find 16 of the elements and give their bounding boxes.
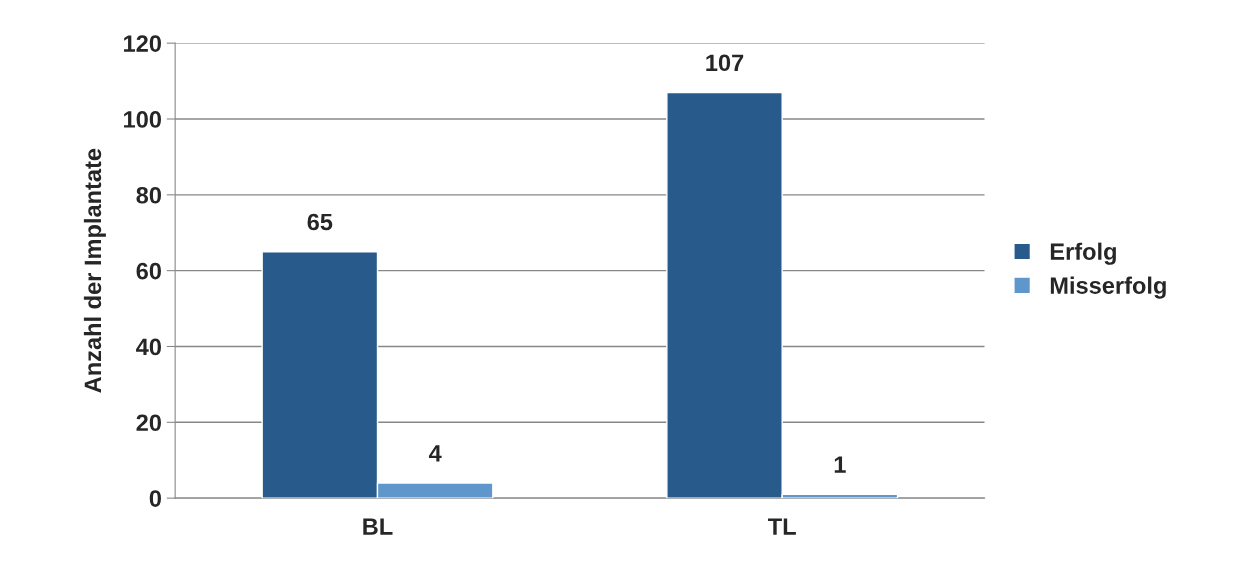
y-tick-label: 80 xyxy=(136,186,161,204)
x-tick-label: BL xyxy=(363,518,393,535)
y-tick-label: 40 xyxy=(136,338,161,356)
data-label: 65 xyxy=(307,213,333,231)
data-label: 4 xyxy=(428,445,442,462)
y-tick-label: 100 xyxy=(124,111,161,128)
legend-label: Erfolg xyxy=(1050,242,1116,265)
y-axis-title: Anzahl der Implantate xyxy=(83,148,106,393)
data-label: 1 xyxy=(834,456,846,473)
y-tick-label: 20 xyxy=(136,414,161,432)
y-tick-label: 0 xyxy=(149,490,161,507)
x-tick-label: TL xyxy=(768,518,796,535)
y-tick-label: 120 xyxy=(124,35,161,52)
data-label: 107 xyxy=(706,54,744,72)
y-tick-label: 60 xyxy=(136,262,161,280)
legend-label: Misserfolg xyxy=(1050,276,1166,299)
